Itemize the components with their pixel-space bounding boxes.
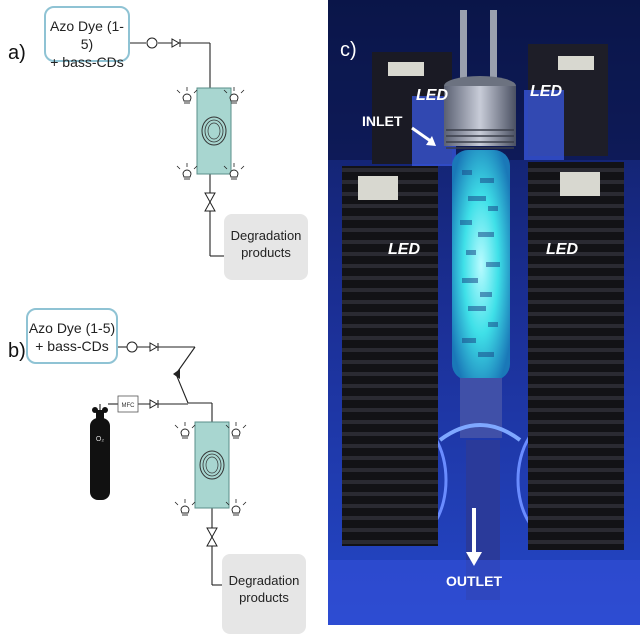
led-label-back-right: LED (530, 83, 562, 100)
led-label-front-right: LED (546, 241, 578, 258)
svg-text:MFC: MFC (122, 403, 136, 409)
panel-a-products-box: Degradation products (224, 214, 308, 280)
panel-b-feed-line2: + bass-CDs (35, 338, 109, 354)
panel-a-products-line2: products (241, 245, 291, 260)
panel-b-label: b) (8, 340, 26, 362)
led-housing-front-right (528, 162, 624, 550)
panel-a-label: a) (8, 42, 26, 64)
reactor-base (328, 378, 640, 625)
inlet-arrow-icon (411, 126, 436, 146)
panel-b-check-valve-icon (149, 342, 159, 409)
led-housing-front-left (342, 166, 438, 546)
outlet-label: OUTLET (446, 573, 502, 589)
panel-a-flow-lines (128, 42, 226, 257)
glowing-reactor-column (452, 150, 510, 380)
led-label-back-left: LED (416, 87, 448, 104)
reactor-top-cap (444, 76, 516, 149)
panel-a-feed-line2: + bass-CDs (50, 54, 124, 70)
panel-a-pump-icon (146, 37, 158, 49)
outlet-arrow-icon (466, 508, 482, 566)
panel-b-oxygen-cylinder-icon: O₂ (90, 407, 110, 500)
panel-b-mfc-box: MFC (117, 395, 139, 413)
flow-schematics: MFC O₂ (90, 37, 247, 586)
panel-a-photoreactor (196, 87, 232, 175)
panel-a-products-line1: Degradation (230, 228, 302, 243)
inlet-label: INLET (362, 113, 403, 129)
photoreactor-photo: c) LED LED LED LED INLET OUTLET (328, 0, 640, 625)
svg-text:O₂: O₂ (96, 436, 104, 443)
panel-b-pump-icon (126, 341, 138, 353)
panel-b-back-pressure-valve-icon (206, 527, 218, 547)
panel-b-products-line1: Degradation (228, 573, 300, 588)
panel-b-photoreactor (194, 421, 230, 509)
panel-a-back-pressure-valve-icon (204, 192, 216, 212)
panel-a-feed-box: Azo Dye (1-5) + bass-CDs (44, 6, 130, 70)
panel-b-feed-box: Azo Dye (1-5) + bass-CDs (26, 308, 118, 364)
panel-b-products-line2: products (239, 590, 289, 605)
panel-a-check-valve-icon (171, 38, 181, 48)
led-label-front-left: LED (388, 241, 420, 258)
panel-b-products-box: Degradation products (222, 554, 306, 634)
panel-a-feed-line1: Azo Dye (1-5) (50, 18, 124, 52)
panel-b-mixer-icon (173, 369, 180, 379)
panel-c-label: c) (340, 39, 357, 61)
panel-b-feed-line1: Azo Dye (1-5) (28, 320, 116, 336)
